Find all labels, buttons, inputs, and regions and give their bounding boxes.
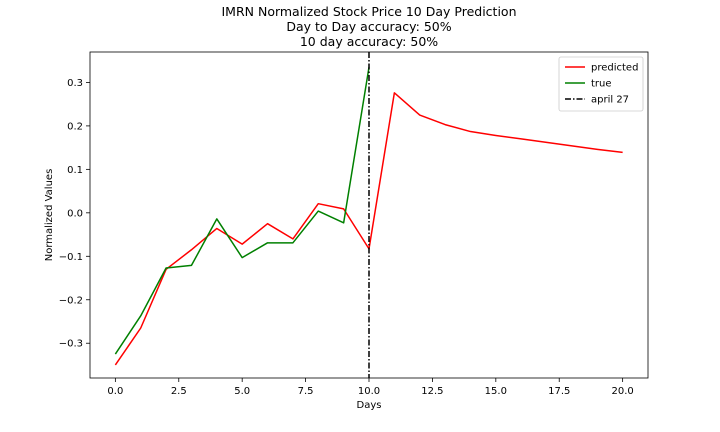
legend-frame [558,56,644,112]
y-axis: −0.3 −0.2 −0.1 0.0 0.1 0.2 0.3 [59,78,90,350]
plot-area [114,52,623,378]
chart-title-line-2: Day to Day accuracy: 50% [286,19,451,34]
y-tick-label: 0.2 [67,121,83,132]
legend-label-true: true [591,79,612,90]
chart-title: IMRN Normalized Stock Price 10 Day Predi… [221,4,516,49]
y-tick-label: 0.3 [67,78,83,89]
legend: predicted true april 27 [558,56,644,112]
x-tick-label: 17.5 [548,386,570,397]
legend-label-predicted: predicted [591,63,638,74]
x-axis: 0.0 2.5 5.0 7.5 10.0 12.5 15.0 17.5 20.0 [107,378,634,397]
y-axis-label: Normalized Values [44,169,55,262]
chart-title-line-3: 10 day accuracy: 50% [300,34,438,49]
x-tick-label: 15.0 [485,386,507,397]
x-tick-label: 12.5 [421,386,443,397]
legend-label-april-27: april 27 [591,95,629,106]
x-tick-label: 5.0 [234,386,250,397]
series-line-true [114,67,370,355]
x-tick-label: 10.0 [358,386,380,397]
y-tick-label: −0.3 [59,339,83,350]
x-tick-label: 0.0 [107,386,123,397]
x-tick-label: 7.5 [298,386,314,397]
x-tick-label: 2.5 [171,386,187,397]
x-tick-label: 20.0 [612,386,634,397]
chart-title-line-1: IMRN Normalized Stock Price 10 Day Predi… [221,4,516,19]
x-axis-label: Days [357,400,382,411]
y-tick-label: 0.0 [67,208,83,219]
y-tick-label: −0.1 [59,252,83,263]
y-tick-label: −0.2 [59,295,83,306]
y-tick-label: 0.1 [67,165,83,176]
